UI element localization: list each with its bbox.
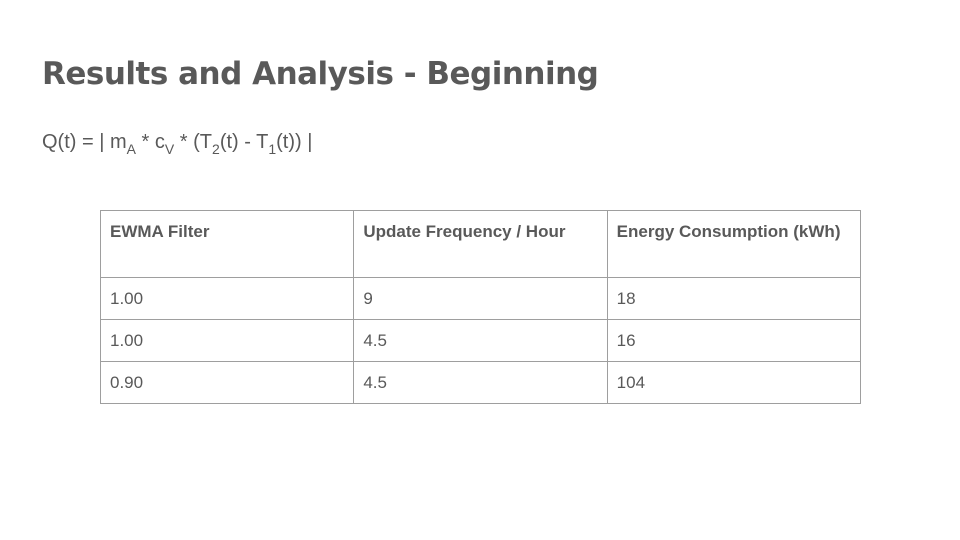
header-ewma-filter: EWMA Filter [99,210,355,278]
formula-subscript: V [164,141,175,157]
formula-text: (t) - T [219,131,269,153]
cell-update-frequency: 4.5 [353,319,608,362]
header-energy-consumption: Energy Consumption (kWh) [606,210,862,278]
cell-energy-consumption: 18 [606,277,862,320]
formula-subscript: 2 [212,141,220,157]
table-header-row: EWMA Filter Update Frequency / Hour Ener… [99,210,862,278]
cell-energy-consumption: 104 [606,361,862,404]
table-row: 1.00 4.5 16 [99,319,862,362]
formula-text: Q(t) = | m [42,131,127,153]
slide-title: Results and Analysis - Beginning [42,56,599,92]
cell-update-frequency: 4.5 [353,361,608,404]
formula-subscript: 1 [268,141,277,157]
table-row: 1.00 9 18 [99,277,862,320]
formula-text: (t)) | [276,131,313,153]
formula-subscript: A [126,141,136,157]
heat-formula: Q(t) = | mA * cV * (T2(t) - T1(t)) | [42,131,313,157]
cell-ewma-filter: 1.00 [99,319,355,362]
cell-energy-consumption: 16 [606,319,862,362]
formula-text: * c [135,131,165,153]
cell-ewma-filter: 1.00 [99,277,355,320]
cell-update-frequency: 9 [353,277,608,320]
formula-text: * (T [174,131,213,153]
cell-ewma-filter: 0.90 [99,361,355,404]
results-table: EWMA Filter Update Frequency / Hour Ener… [99,210,862,404]
table-row: 0.90 4.5 104 [99,361,862,404]
header-update-frequency: Update Frequency / Hour [353,210,608,278]
